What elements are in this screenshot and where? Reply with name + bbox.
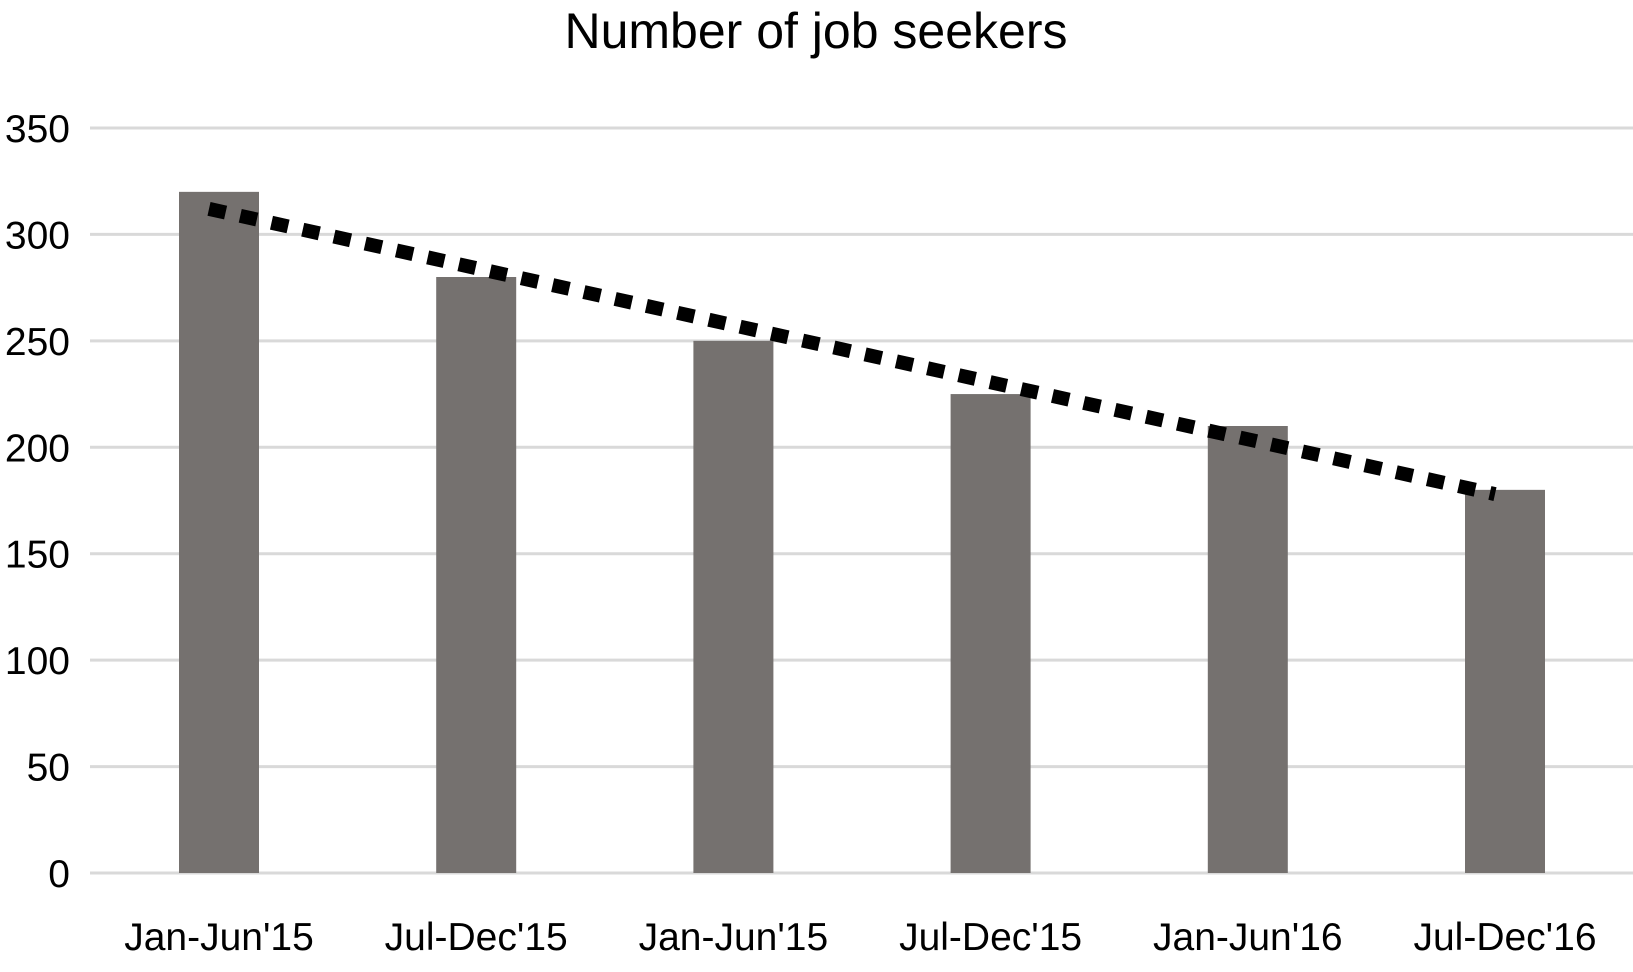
x-tick-label: Jan-Jun'15 (639, 916, 829, 959)
trendline (207, 202, 1497, 501)
bar (1207, 426, 1288, 873)
bar (950, 394, 1031, 873)
x-axis-ticks: Jan-Jun'15 Jul-Dec'15 Jan-Jun'15 Jul-Dec'15… (124, 916, 1596, 959)
y-tick-label: 50 (27, 747, 70, 790)
y-tick-label: 100 (5, 640, 70, 683)
bar (693, 340, 774, 873)
bar (179, 191, 259, 873)
y-tick-label: 200 (5, 427, 70, 470)
y-tick-label: 150 (5, 534, 70, 577)
x-tick-label: Jan-Jun'15 (124, 916, 314, 959)
y-tick-label: 350 (5, 108, 70, 151)
y-tick-label: 300 (5, 214, 70, 257)
x-tick-label: Jul-Dec'15 (385, 916, 568, 959)
bars (179, 191, 1545, 873)
trendline-group (207, 202, 1497, 501)
gridlines (90, 126, 1633, 875)
bar (436, 277, 517, 873)
x-tick-label: Jan-Jun'16 (1153, 916, 1343, 959)
y-tick-label: 0 (48, 853, 70, 896)
x-tick-label: Jul-Dec'16 (1413, 916, 1596, 959)
chart-title: Number of job seekers (564, 3, 1067, 59)
y-tick-label: 250 (5, 321, 70, 364)
bar (1465, 489, 1545, 873)
x-tick-label: Jul-Dec'15 (899, 916, 1082, 959)
y-axis-ticks: 0 50 100 150 200 250 300 350 (5, 108, 70, 896)
